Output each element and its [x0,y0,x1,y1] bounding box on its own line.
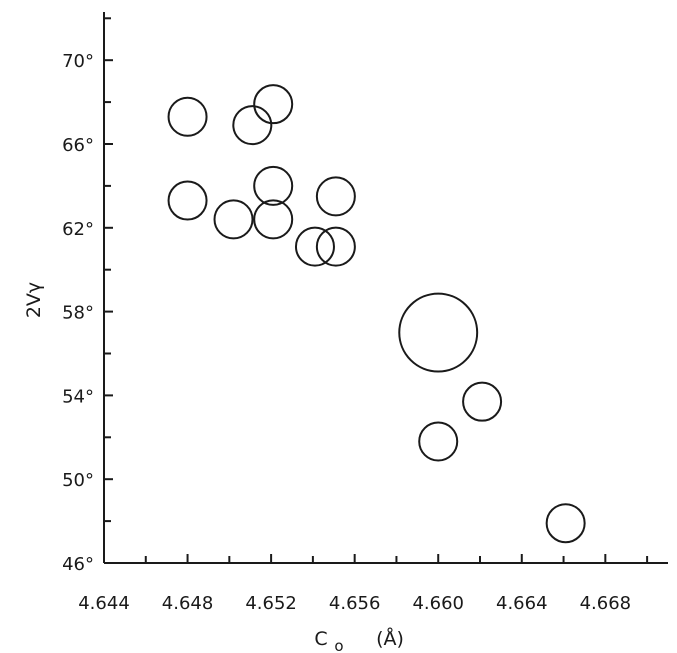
data-point [294,226,335,267]
x-axis-label-unit: (Å) [376,627,404,650]
data-point [167,96,208,137]
data-points [167,84,586,544]
data-point [232,105,273,146]
axes [103,12,668,564]
data-point [315,176,356,217]
y-tick-label: 62° [62,219,94,240]
data-point [545,503,586,544]
data-point [167,180,208,221]
y-tick-label: 50° [62,470,94,491]
y-tick-label: 46° [62,554,94,575]
x-tick-label: 4.644 [78,593,130,614]
data-point [253,84,294,125]
y-tick-label: 58° [62,303,94,324]
data-point [418,421,459,462]
y-axis-label: 2Vγ [23,282,45,318]
x-tick-label: 4.668 [580,593,632,614]
x-tick-label: 4.660 [412,593,464,614]
x-axis-label-main: C [314,628,327,650]
tick-labels: 4.644 4.648 4.652 4.656 4.660 4.664 4.668 46° 50… [62,51,631,614]
data-point [253,199,294,240]
data-point [398,292,479,373]
x-tick-label: 4.648 [162,593,214,614]
x-axis-label: C o (Å) [314,627,404,653]
data-point [462,381,503,422]
y-tick-label: 70° [62,51,94,72]
data-point [253,165,294,206]
data-point [315,226,356,267]
x-axis-label-subscript: o [334,637,343,653]
y-tick-label: 66° [62,135,94,156]
x-tick-label: 4.656 [329,593,381,614]
x-tick-label: 4.652 [245,593,297,614]
ticks [103,17,649,564]
y-tick-label: 54° [62,386,94,407]
x-tick-label: 4.664 [496,593,548,614]
data-point [213,199,254,240]
